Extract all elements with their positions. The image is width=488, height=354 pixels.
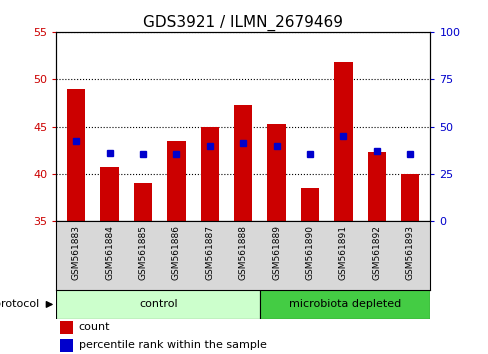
Text: GSM561889: GSM561889 — [272, 225, 281, 280]
Text: GSM561891: GSM561891 — [338, 225, 347, 280]
Text: control: control — [139, 299, 177, 309]
Bar — [56, 290, 260, 319]
Text: GSM561892: GSM561892 — [372, 225, 381, 280]
Text: microbiota depleted: microbiota depleted — [288, 299, 401, 309]
Text: GSM561884: GSM561884 — [105, 225, 114, 280]
Text: GSM561890: GSM561890 — [305, 225, 314, 280]
Bar — [267, 124, 285, 221]
Text: GSM561893: GSM561893 — [405, 225, 414, 280]
Bar — [134, 183, 152, 221]
Bar — [260, 290, 429, 319]
Bar — [300, 188, 319, 221]
Bar — [200, 127, 219, 221]
Bar — [400, 174, 419, 221]
Bar — [60, 339, 73, 352]
Bar — [60, 321, 73, 334]
Text: GSM561883: GSM561883 — [72, 225, 81, 280]
Text: GSM561888: GSM561888 — [238, 225, 247, 280]
Text: GSM561886: GSM561886 — [172, 225, 181, 280]
Title: GDS3921 / ILMN_2679469: GDS3921 / ILMN_2679469 — [143, 14, 343, 30]
Bar — [167, 141, 185, 221]
Text: protocol: protocol — [0, 299, 39, 309]
Text: count: count — [79, 322, 110, 332]
Bar — [367, 152, 385, 221]
Bar — [234, 105, 252, 221]
Text: GSM561885: GSM561885 — [138, 225, 147, 280]
Bar — [67, 89, 85, 221]
Bar — [334, 62, 352, 221]
Bar — [101, 167, 119, 221]
Text: percentile rank within the sample: percentile rank within the sample — [79, 340, 266, 350]
Text: GSM561887: GSM561887 — [205, 225, 214, 280]
